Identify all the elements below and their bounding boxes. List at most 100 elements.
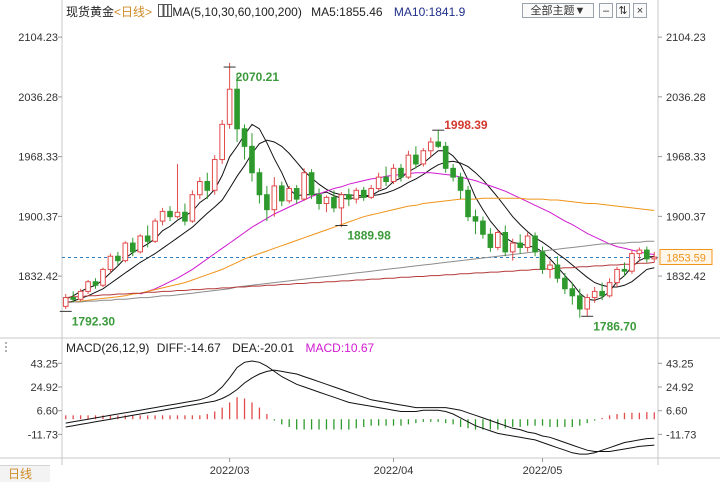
- candle-down: [167, 210, 173, 218]
- candle-up: [636, 249, 643, 255]
- candle-up: [390, 167, 397, 183]
- candle-up: [353, 189, 360, 200]
- candle-down: [532, 235, 538, 253]
- candle-down: [92, 281, 99, 286]
- macd-tick-label-right: 24.92: [666, 382, 694, 394]
- candle-down: [129, 242, 136, 253]
- candle-up: [420, 150, 427, 165]
- theme-select[interactable]: 全部主题▼: [522, 3, 594, 18]
- candle-up: [137, 235, 144, 253]
- candle-down: [398, 167, 404, 178]
- macd-tick-label-right: 6.60: [666, 406, 687, 418]
- candle-down: [383, 176, 389, 183]
- candle-down: [293, 188, 300, 200]
- macd-tick-label-left: 24.92: [30, 382, 58, 394]
- candle-down: [472, 216, 479, 222]
- candle-down: [115, 255, 121, 262]
- annotation-label: 1889.98: [347, 228, 391, 242]
- current-price-tag: [659, 248, 713, 265]
- macd-panel: [65, 360, 655, 455]
- candle-up: [174, 211, 181, 218]
- candle-up: [405, 154, 412, 178]
- macd-tick-label-left: 6.60: [37, 406, 58, 418]
- candle-down: [249, 145, 255, 174]
- candle-down: [70, 297, 76, 300]
- candle-down: [442, 145, 449, 169]
- y-tick-label-left: 1832.42: [18, 271, 58, 283]
- minimize-button[interactable]: –: [599, 3, 613, 18]
- main-legend: 现货黄金<日线> MA(5,10,30,60,100,200) MA5:1855…: [66, 3, 465, 20]
- candle-up: [271, 185, 278, 211]
- ma-params: MA(5,10,30,60,100,200): [172, 5, 302, 19]
- macd-tick-label-right: 43.25: [666, 358, 694, 370]
- candle-down: [554, 264, 561, 279]
- period-label[interactable]: <日线>: [114, 5, 153, 19]
- candle-up: [159, 210, 166, 222]
- candle-up: [368, 188, 374, 198]
- candle-up: [509, 242, 516, 253]
- candle-down: [413, 154, 419, 165]
- annotation-label: 2070.21: [236, 70, 280, 84]
- moving-averages: [65, 123, 655, 304]
- candle-up: [584, 297, 591, 310]
- y-tick-label-right: 1968.33: [666, 152, 706, 164]
- candle-down: [316, 194, 322, 204]
- candle-up: [107, 255, 114, 270]
- annotation-label: 1786.70: [593, 319, 637, 333]
- period-tab[interactable]: 日线: [0, 465, 50, 482]
- annotation-label: 1998.39: [444, 118, 488, 132]
- ma10-line: [65, 139, 655, 304]
- candle-up: [591, 290, 598, 299]
- candle-down: [465, 189, 471, 218]
- candle-down: [480, 220, 486, 235]
- y-tick-label-left: 1900.37: [18, 211, 58, 223]
- candle-down: [621, 268, 628, 272]
- axis-labels: 2104.23 2104.23 2036.28 2036.28 1968.33 1968.…: [18, 32, 713, 477]
- candle-down: [241, 128, 248, 147]
- candle-up: [301, 172, 307, 200]
- macd-diff-line: [65, 360, 655, 455]
- candle-down: [576, 295, 583, 310]
- candle-up: [77, 290, 84, 300]
- expand-button[interactable]: ⇅: [616, 3, 630, 18]
- candlesticks: [62, 62, 658, 318]
- macd-tick-label-right: -11.73: [666, 429, 696, 441]
- splitter-dot: [5, 350, 7, 352]
- ma60-line: [65, 197, 655, 304]
- candle-up: [524, 235, 531, 248]
- ma30-line: [140, 172, 655, 295]
- candle-down: [450, 167, 456, 178]
- candle-up: [338, 194, 345, 209]
- candle-up: [614, 268, 620, 284]
- candle-down: [308, 172, 315, 196]
- candle-up: [62, 297, 69, 307]
- candle-down: [264, 194, 270, 211]
- annotation-label: 1792.30: [72, 314, 116, 328]
- y-tick-label-left: 1968.33: [18, 152, 58, 164]
- candle-down: [234, 88, 240, 130]
- grid: [0, 0, 720, 465]
- y-tick-label-right: 2104.23: [666, 32, 706, 44]
- bar-chart-icon: [158, 4, 173, 17]
- candle-down: [517, 242, 523, 248]
- candle-up: [197, 181, 203, 196]
- macd-params: MACD(26,12,9): [66, 341, 150, 355]
- splitter-dot: [5, 346, 7, 348]
- y-tick-label-right: 2036.28: [666, 92, 706, 104]
- candle-up: [606, 282, 613, 297]
- candle-down: [457, 176, 464, 191]
- candle-down: [331, 196, 337, 209]
- candle-up: [495, 232, 501, 248]
- candle-up: [427, 141, 434, 152]
- y-tick-label-left: 2036.28: [18, 92, 58, 104]
- close-button[interactable]: ×: [633, 3, 647, 18]
- candle-up: [629, 253, 635, 272]
- x-tick-label: 2022/05: [523, 465, 563, 477]
- candle-up: [226, 88, 233, 125]
- macd-tick-label-left: -11.73: [28, 429, 58, 441]
- candle-up: [286, 188, 293, 202]
- candle-down: [569, 288, 576, 297]
- candle-up: [189, 194, 196, 222]
- candle-down: [360, 189, 367, 198]
